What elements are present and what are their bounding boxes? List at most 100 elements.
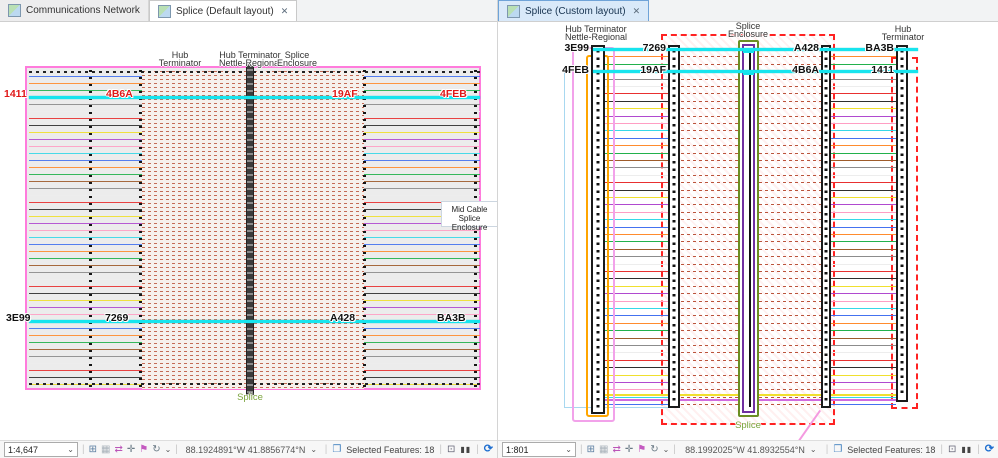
fiber-label-7269: 7269 (105, 312, 129, 324)
fiber-line (831, 323, 896, 324)
fiber-label-BA3B: BA3B (865, 42, 894, 54)
chevron-down-icon[interactable]: ⌄ (164, 445, 172, 454)
fiber-line (831, 382, 896, 383)
top-dash-row (29, 71, 480, 73)
chevron-down-icon[interactable]: ⌄ (809, 445, 817, 454)
terminator-dot-column (363, 70, 366, 388)
chevron-down-icon: ⌄ (565, 445, 572, 454)
right-diagram-view[interactable]: Hub Terminator Nettle-Regional Splice Encl… (498, 22, 998, 440)
tab-label: Communications Network (26, 5, 140, 16)
selected-features-icon[interactable]: ❐ (332, 443, 342, 455)
left-tab-bar: Communications Network Splice (Default l… (0, 0, 497, 22)
grid-icon[interactable]: ▦ (101, 443, 111, 455)
scale-select[interactable]: 1:801 ⌄ (502, 442, 576, 457)
fiber-line (831, 138, 896, 139)
fiber-line (605, 293, 668, 294)
fiber-line (831, 145, 896, 146)
fiber-line (831, 375, 896, 376)
swap-arrows-icon[interactable]: ⇄ (612, 443, 621, 455)
selected-features-icon[interactable]: ❐ (833, 443, 843, 455)
splice-enclosure-bar[interactable] (738, 40, 759, 417)
fiber-line (605, 264, 668, 265)
hub-terminator-nettle-regional-bar[interactable] (591, 45, 605, 414)
sync-icon[interactable]: ⟳ (984, 443, 994, 455)
selected-fiber-2[interactable] (29, 320, 480, 323)
tab-splice-default-layout[interactable]: Splice (Default layout) ✕ (148, 0, 298, 21)
fiber-line (831, 227, 896, 228)
fiber-line (831, 352, 896, 353)
fiber-line (605, 315, 668, 316)
fiber-line (831, 404, 896, 405)
terminator-dot-column (474, 70, 477, 388)
fiber-line (831, 167, 896, 168)
fiber-line (605, 116, 668, 117)
fiber-line (831, 293, 896, 294)
fiber-label-1411: 1411 (4, 88, 27, 100)
fiber-line (605, 190, 668, 191)
fiber-line-lightblue-vertical (564, 72, 565, 407)
chevron-down-icon[interactable]: ⌄ (662, 445, 670, 454)
tab-splice-custom-layout[interactable]: Splice (Custom layout) ✕ (498, 0, 650, 21)
selected-fiber-1[interactable] (593, 48, 918, 51)
fiber-line (831, 101, 896, 102)
fiber-line (605, 286, 668, 287)
fiber-line (605, 93, 668, 94)
selected-fiber-2[interactable] (593, 70, 918, 73)
pause-icon[interactable]: ▮▮ (460, 444, 472, 454)
chevron-down-icon[interactable]: ⌄ (310, 445, 318, 454)
hub-terminator-nettle-regional-label: Hub Terminator Nettle-Regional (564, 24, 628, 42)
selected-fiber-1[interactable] (29, 96, 480, 99)
left-diagram-view[interactable]: Hub Terminator Hub Terminator Nettle-Regio… (0, 22, 497, 440)
scale-select[interactable]: 1:4,647 ⌄ (4, 442, 78, 457)
fiber-line (831, 160, 896, 161)
fiber-line (605, 360, 668, 361)
swap-arrows-icon[interactable]: ⇄ (114, 443, 123, 455)
terminator-bar-7269[interactable] (668, 45, 680, 408)
fiber-line (831, 197, 896, 198)
fiber-line (605, 138, 668, 139)
fiber-line (605, 256, 668, 257)
sync-icon[interactable]: ⟳ (483, 443, 493, 455)
new-view-icon[interactable]: ⊞ (88, 443, 97, 455)
flag-icon[interactable]: ⚑ (139, 443, 149, 455)
box-icon[interactable]: ⊡ (947, 443, 957, 455)
hub-terminator-bar[interactable] (896, 45, 908, 402)
terminator-dot-column (89, 70, 92, 388)
fiber-line-lightblue (564, 407, 674, 408)
fiber-line (831, 338, 896, 339)
splice-label: Splice (237, 392, 263, 403)
diagram-icon (507, 4, 520, 18)
fiber-line (605, 249, 668, 250)
loop-icon[interactable]: ↻ (650, 443, 659, 455)
selected-features-count[interactable]: Selected Features: 18 (346, 444, 435, 455)
terminator-bar-A428[interactable] (821, 45, 831, 408)
close-icon[interactable]: ✕ (632, 5, 641, 16)
selected-features-count[interactable]: Selected Features: 18 (847, 444, 936, 455)
right-tab-bar: Splice (Custom layout) ✕ (498, 0, 998, 22)
fiber-line (831, 182, 896, 183)
box-icon[interactable]: ⊡ (446, 443, 456, 455)
fiber-line (831, 315, 896, 316)
tab-label: Splice (Default layout) (175, 5, 274, 17)
close-icon[interactable]: ✕ (280, 5, 289, 16)
fiber-line (605, 64, 668, 65)
fiber-line (605, 241, 668, 242)
flag-icon[interactable]: ⚑ (637, 443, 647, 455)
crosshair-icon[interactable]: ✛ (624, 443, 634, 455)
splice-bar[interactable] (246, 64, 254, 396)
fiber-line (605, 382, 668, 383)
fiber-line (605, 204, 668, 205)
new-view-icon[interactable]: ⊞ (586, 443, 595, 455)
pause-icon[interactable]: ▮▮ (961, 444, 973, 454)
separator: | (977, 444, 980, 455)
tab-communications-network[interactable]: Communications Network (0, 0, 149, 21)
fiber-label-3E99: 3E99 (6, 312, 31, 324)
fiber-line (831, 219, 896, 220)
fiber-line (605, 227, 668, 228)
crosshair-icon[interactable]: ✛ (126, 443, 136, 455)
fiber-label-4B6A: 4B6A (106, 88, 133, 100)
grid-icon[interactable]: ▦ (599, 443, 609, 455)
fiber-line (831, 204, 896, 205)
loop-icon[interactable]: ↻ (152, 443, 161, 455)
splice-enclosure-label: Splice Enclosure (276, 50, 318, 68)
